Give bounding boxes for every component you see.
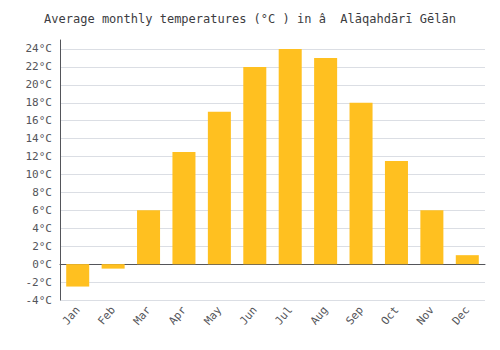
svg-text:12°C: 12°C	[26, 150, 53, 163]
svg-text:Average monthly temperatures (: Average monthly temperatures (°C ) in â …	[44, 12, 456, 26]
svg-text:Jun: Jun	[237, 304, 260, 328]
svg-text:Oct: Oct	[379, 304, 402, 328]
svg-text:Jan: Jan	[60, 304, 83, 328]
svg-text:16°C: 16°C	[26, 114, 53, 127]
svg-text:-2°C: -2°C	[26, 276, 53, 289]
svg-text:4°C: 4°C	[32, 222, 52, 235]
svg-text:0°C: 0°C	[32, 258, 52, 271]
svg-text:8°C: 8°C	[32, 186, 52, 199]
svg-text:24°C: 24°C	[26, 42, 53, 55]
svg-text:6°C: 6°C	[32, 204, 52, 217]
svg-text:18°C: 18°C	[26, 96, 53, 109]
svg-text:Apr: Apr	[166, 304, 189, 328]
svg-text:May: May	[202, 304, 225, 328]
svg-text:Mar: Mar	[131, 304, 154, 328]
svg-text:14°C: 14°C	[26, 132, 53, 145]
svg-text:Sep: Sep	[343, 304, 366, 328]
svg-text:22°C: 22°C	[26, 60, 53, 73]
svg-text:-4°C: -4°C	[26, 294, 53, 307]
svg-text:Aug: Aug	[308, 304, 331, 328]
svg-text:Feb: Feb	[95, 304, 118, 328]
svg-text:10°C: 10°C	[26, 168, 53, 181]
svg-text:Jul: Jul	[272, 304, 295, 328]
svg-text:Nov: Nov	[414, 304, 437, 328]
svg-text:Dec: Dec	[450, 304, 473, 328]
svg-text:20°C: 20°C	[26, 78, 53, 91]
svg-text:2°C: 2°C	[32, 240, 52, 253]
